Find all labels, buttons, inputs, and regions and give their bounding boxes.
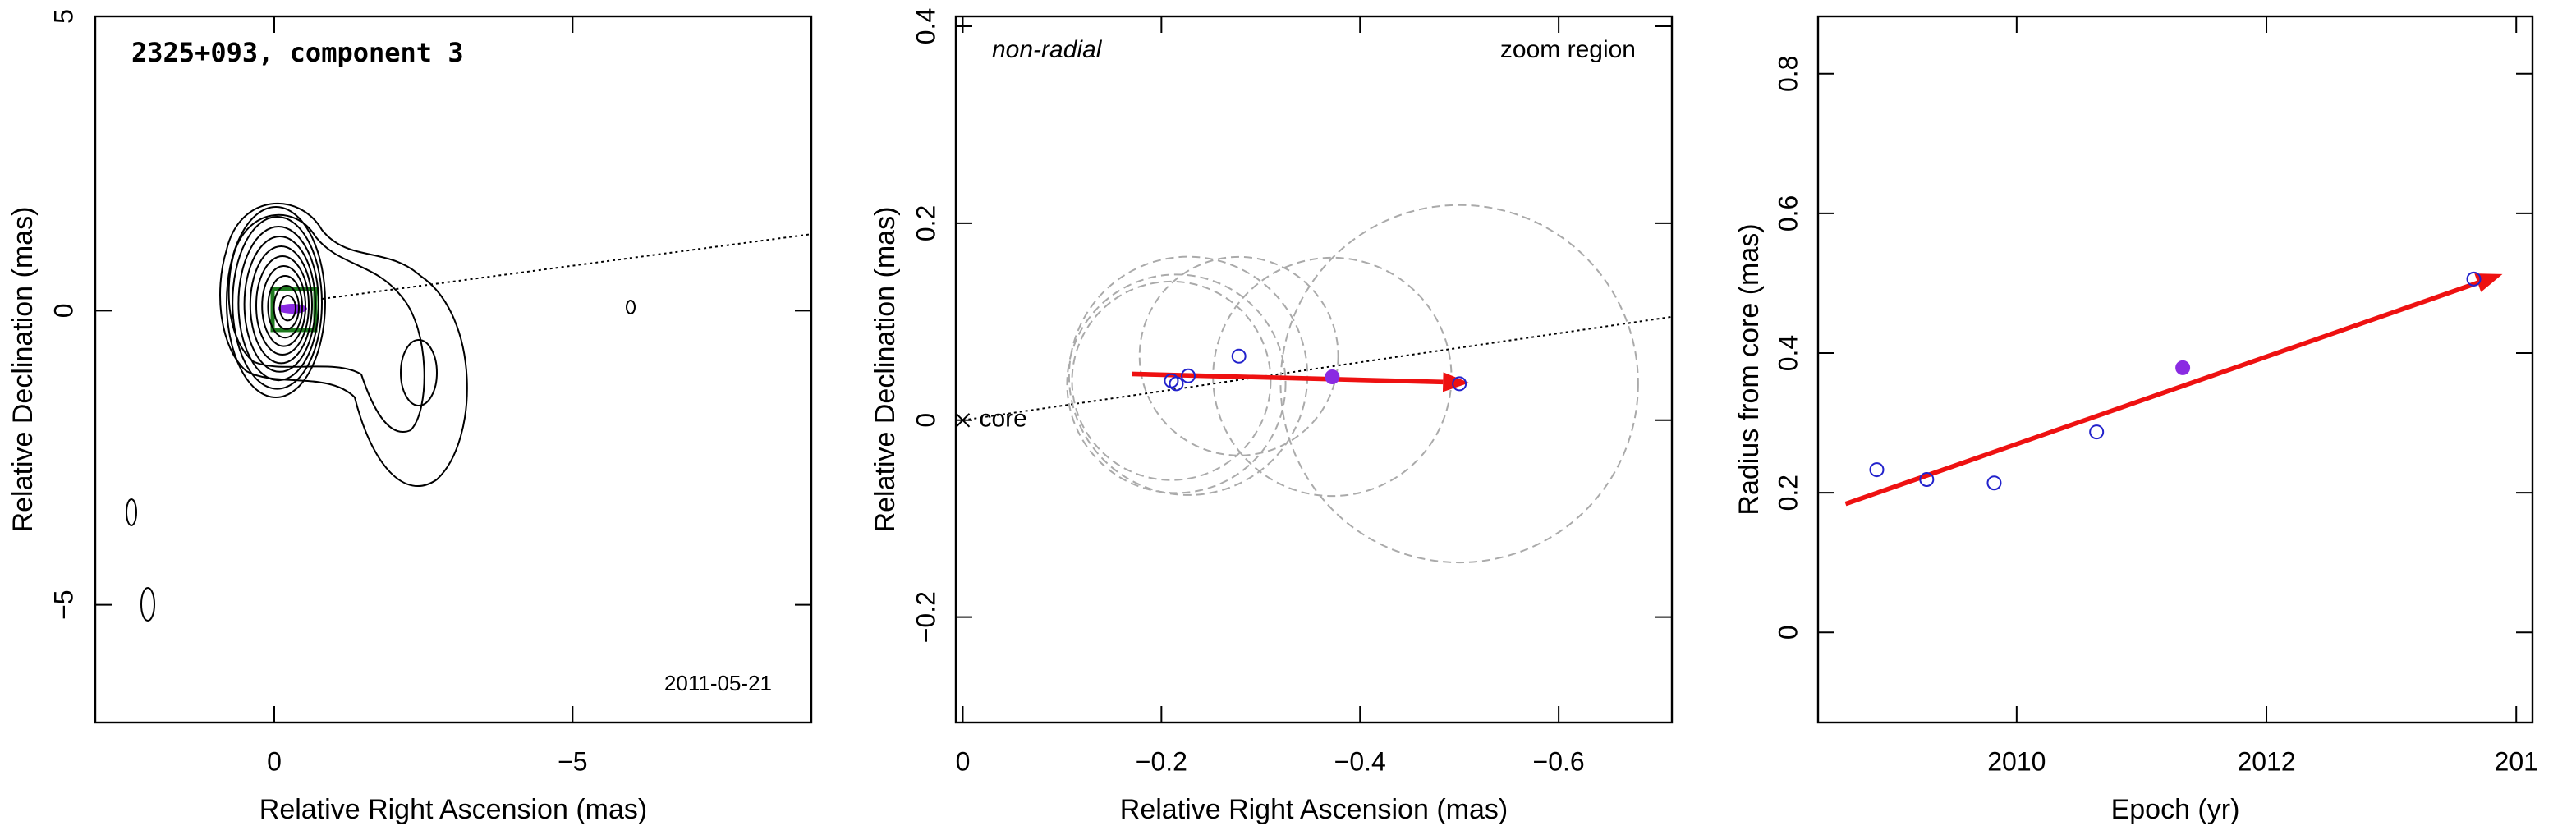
data-point <box>1986 475 2002 491</box>
motion-arrow <box>1844 280 2479 507</box>
y-tick-label: 0 <box>1773 625 1802 640</box>
arrow-head <box>2474 273 2503 292</box>
chart-subtitle: zoom region <box>1500 36 1636 63</box>
contour <box>267 275 304 339</box>
data-point <box>1169 376 1184 392</box>
contour <box>273 285 300 330</box>
x-tick-label: 2012 <box>2237 746 2295 776</box>
contour <box>126 498 137 526</box>
data-point <box>2466 271 2482 287</box>
data-point <box>1869 462 1885 478</box>
chart-title: 2325+093, component 3 <box>131 37 464 68</box>
y-tick-label: 0.4 <box>911 8 940 44</box>
direction-line <box>322 233 811 300</box>
y-tick-label: 0 <box>911 413 940 428</box>
contour <box>626 300 636 314</box>
date-label: 2011-05-21 <box>664 671 772 695</box>
uncertainty-circle <box>1068 255 1309 496</box>
y-tick-label: −0.2 <box>911 591 940 643</box>
contour <box>243 236 316 373</box>
contour-map <box>126 202 636 622</box>
y-tick-label: −5 <box>48 590 78 619</box>
contour <box>237 226 320 382</box>
y-tick-label: 0.8 <box>1773 56 1802 92</box>
data-point <box>2089 424 2105 440</box>
data-point <box>1452 376 1467 392</box>
x-tick-label: −0.4 <box>1334 746 1386 776</box>
panel: 0 −5 5 0 −5 Relative Right Ascension (mas) Rel… <box>7 9 813 825</box>
data-point <box>1919 471 1935 487</box>
x-axis-label: Epoch (yr) <box>2111 794 2240 825</box>
contour <box>226 206 326 398</box>
uncertainty-circle <box>1138 255 1339 456</box>
contour <box>278 295 296 322</box>
x-tick-label: 201 <box>2495 746 2538 776</box>
core-marker <box>955 413 971 428</box>
plot-area <box>1844 271 2503 507</box>
plot-area <box>962 204 1672 564</box>
frame <box>1816 15 2534 724</box>
contour <box>400 339 438 406</box>
data-point <box>1231 348 1247 364</box>
y-tick-label: 0.6 <box>1773 195 1802 232</box>
contour <box>249 245 313 365</box>
y-tick-label: 0.2 <box>911 205 940 241</box>
contour <box>255 255 310 356</box>
frame <box>954 15 1674 724</box>
contour <box>219 202 468 487</box>
y-axis-label: Radius from core (mas) <box>1733 223 1765 515</box>
y-tick-label: 0.4 <box>1773 335 1802 371</box>
x-axis-label: Relative Right Ascension (mas) <box>259 794 647 825</box>
component <box>278 304 307 314</box>
y-axis-label: Relative Declination (mas) <box>870 207 901 533</box>
uncertainty-circle <box>1279 204 1639 564</box>
arrow-head <box>1442 372 1470 392</box>
panel: 0 −0.2 −0.4 −0.6 0.4 0.2 0 −0.2 Relative Right A… <box>870 8 1674 825</box>
y-tick-label: 0 <box>48 303 78 318</box>
x-tick-label: −0.6 <box>1533 746 1585 776</box>
chart-title: non-radial <box>992 36 1103 63</box>
frame <box>94 15 813 724</box>
direction-line <box>962 315 1672 421</box>
x-tick-label: 2010 <box>1987 746 2046 776</box>
x-tick-label: −0.2 <box>1136 746 1187 776</box>
uncertainty-circle <box>1066 273 1287 494</box>
plot-area <box>322 233 811 300</box>
x-tick-label: 0 <box>956 746 971 776</box>
core-label: core <box>979 406 1026 433</box>
contour <box>261 265 307 347</box>
y-axis-label: Relative Declination (mas) <box>7 207 39 533</box>
data-point <box>1325 369 1340 384</box>
y-tick-label: 5 <box>48 9 78 24</box>
data-point <box>1181 368 1196 383</box>
contour <box>140 587 155 622</box>
panel: 2010 2012 201 0.8 0.6 0.4 0.2 0 Epoch (yr) Radius… <box>1733 15 2538 825</box>
x-tick-label: −5 <box>558 746 587 776</box>
contour <box>232 216 324 390</box>
x-tick-label: 0 <box>267 746 282 776</box>
motion-arrow <box>1131 371 1444 385</box>
y-tick-label: 0.2 <box>1773 475 1802 511</box>
x-axis-label: Relative Right Ascension (mas) <box>1120 794 1508 825</box>
data-point <box>2175 360 2191 375</box>
uncertainty-circle <box>1071 280 1272 481</box>
